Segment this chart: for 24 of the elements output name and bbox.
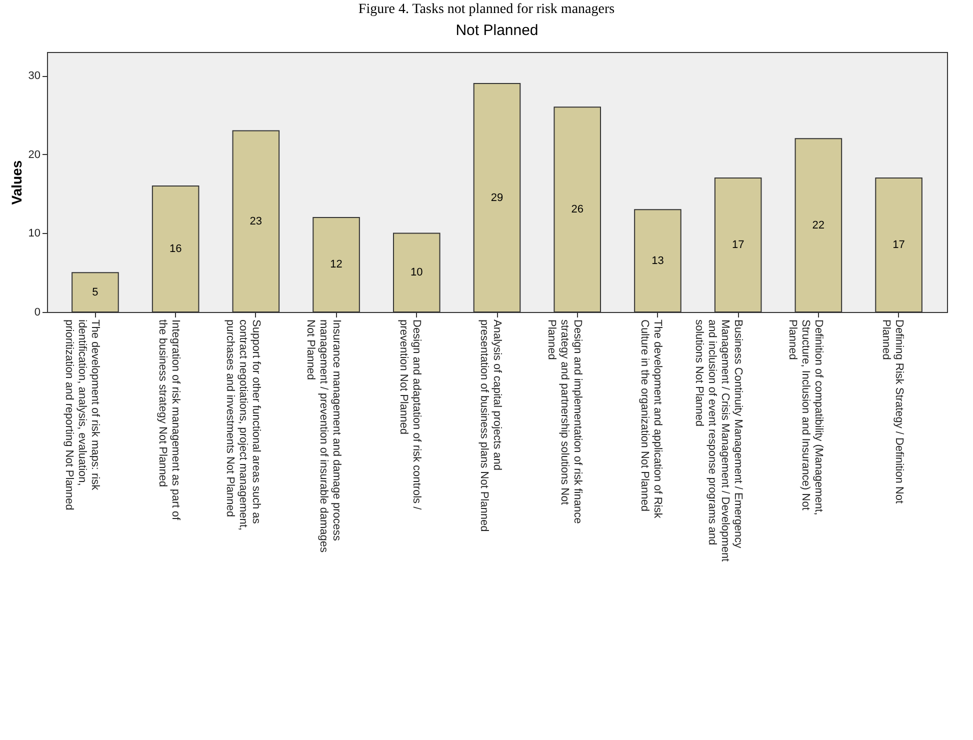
x-tick-label: Business Continuity Management / Emergency Management / Crisis Management / Development and inclusion of event response programs and solutions Not Planned bbox=[693, 320, 744, 562]
y-tick-label: 20 bbox=[28, 148, 40, 161]
x-tick-label: Insurance management and damage process management / prevention of insurable damages Not Planned bbox=[304, 320, 342, 553]
y-tick-label: 30 bbox=[28, 70, 40, 82]
data-label: 12 bbox=[330, 258, 342, 271]
data-label: 5 bbox=[92, 286, 98, 298]
caption: Figure 4. Tasks not planned for risk managers bbox=[357, 2, 616, 18]
data-label: 17 bbox=[732, 239, 744, 252]
data-label: 16 bbox=[169, 242, 182, 255]
data-label: 17 bbox=[892, 239, 905, 252]
y-axis-title: Values bbox=[8, 160, 24, 205]
data-label: 26 bbox=[571, 204, 584, 216]
x-tick-label: Design and implementation of risk finance strategy and partnership solutions Not Planned bbox=[545, 320, 584, 524]
data-label: 23 bbox=[250, 215, 262, 228]
y-tick-label: 0 bbox=[34, 306, 40, 318]
data-label: 13 bbox=[652, 254, 664, 267]
data-label: 22 bbox=[812, 219, 825, 232]
x-tick-label: Definition of compatibility (Management, Structure, Inclusion and Insurance) Not Planned bbox=[786, 320, 824, 516]
y-tick-label: 10 bbox=[28, 228, 40, 240]
data-label: 29 bbox=[490, 192, 504, 204]
data-label: 10 bbox=[410, 266, 423, 279]
x-tick-label: The development of risk maps: risk identification, analysis, evaluation, prioritization and reporting Not Planned bbox=[63, 320, 102, 510]
x-tick-label: Defining Risk Strategy / Definition Not Planned bbox=[880, 320, 905, 504]
chart-title: Not Planned bbox=[456, 22, 538, 39]
